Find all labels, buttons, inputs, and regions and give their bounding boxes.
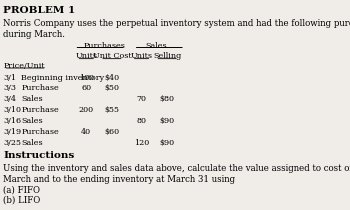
Text: $55: $55 <box>104 106 119 114</box>
Text: Sales: Sales <box>21 139 43 147</box>
Text: (a) FIFO: (a) FIFO <box>4 185 40 194</box>
Text: 3/3: 3/3 <box>4 84 16 92</box>
Text: $90: $90 <box>160 117 175 125</box>
Text: 120: 120 <box>134 139 149 147</box>
Text: 3/16: 3/16 <box>4 117 21 125</box>
Text: Purchase: Purchase <box>21 128 59 136</box>
Text: $80: $80 <box>160 95 175 103</box>
Text: PROBLEM 1: PROBLEM 1 <box>4 6 76 15</box>
Text: 40: 40 <box>81 128 91 136</box>
Text: $40: $40 <box>104 74 119 81</box>
Text: $50: $50 <box>104 84 119 92</box>
Text: $90: $90 <box>160 139 175 147</box>
Text: Sales: Sales <box>146 42 167 50</box>
Text: 3/1: 3/1 <box>4 74 16 81</box>
Text: 200: 200 <box>79 106 94 114</box>
Text: 3/25: 3/25 <box>4 139 21 147</box>
Text: 3/10: 3/10 <box>4 106 21 114</box>
Text: Purchases: Purchases <box>84 42 126 50</box>
Text: 80: 80 <box>136 117 147 125</box>
Text: Purchase: Purchase <box>21 106 59 114</box>
Text: (b) LIFO: (b) LIFO <box>4 196 41 205</box>
Text: Selling: Selling <box>153 52 181 60</box>
Text: Using the inventory and sales data above, calculate the value assigned to cost o: Using the inventory and sales data above… <box>4 164 350 184</box>
Text: Purchase: Purchase <box>21 84 59 92</box>
Text: Price/Unit: Price/Unit <box>4 62 45 70</box>
Text: Instructions: Instructions <box>4 151 75 160</box>
Text: 100: 100 <box>79 74 94 81</box>
Text: Norris Company uses the perpetual inventory system and had the following purchas: Norris Company uses the perpetual invent… <box>4 19 350 39</box>
Text: 3/19: 3/19 <box>4 128 21 136</box>
Text: 60: 60 <box>81 84 91 92</box>
Text: Units: Units <box>75 52 97 60</box>
Text: Beginning inventory: Beginning inventory <box>21 74 104 81</box>
Text: $60: $60 <box>104 128 119 136</box>
Text: Sales: Sales <box>21 95 43 103</box>
Text: Sales: Sales <box>21 117 43 125</box>
Text: 70: 70 <box>136 95 147 103</box>
Text: 3/4: 3/4 <box>4 95 16 103</box>
Text: Unit Cost: Unit Cost <box>93 52 131 60</box>
Text: Units: Units <box>131 52 153 60</box>
